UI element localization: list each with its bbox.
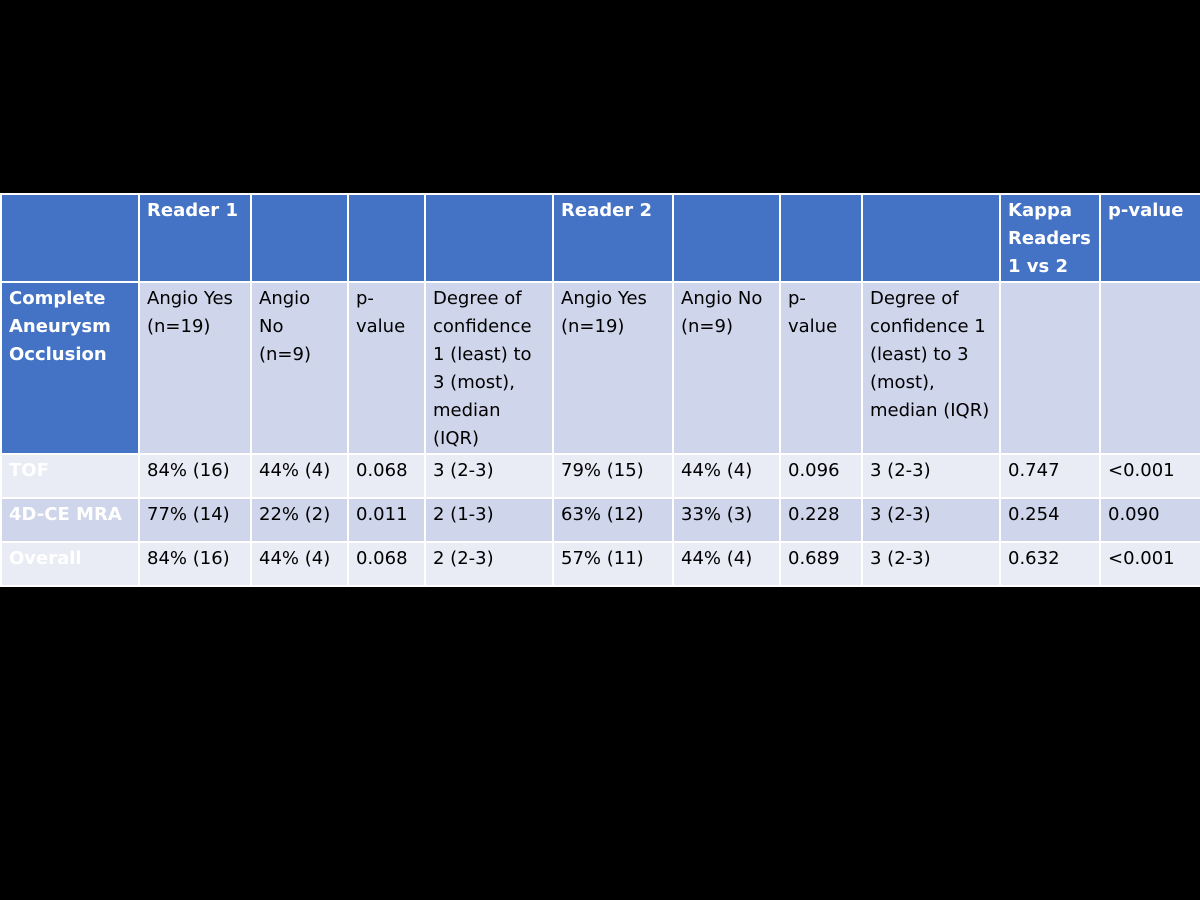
header-cell [672, 193, 781, 283]
subheader-cell: Angio Yes (n=19) [552, 281, 674, 455]
table-cell: 3 (2-3) [861, 453, 1001, 499]
header-cell [424, 193, 554, 283]
table-row-4d-ce-mra: 4D-CE MRA 77% (14) 22% (2) 0.011 2 (1-3)… [0, 497, 1200, 543]
table-cell: 0.632 [999, 541, 1101, 587]
header-cell-reader-2: Reader 2 [552, 193, 674, 283]
table-cell: 0.254 [999, 497, 1101, 543]
table-cell: 0.689 [779, 541, 863, 587]
header-cell [347, 193, 426, 283]
subheader-cell: Degree of confidence 1 (least) to 3 (mos… [861, 281, 1001, 455]
subheader-cell: p-value [779, 281, 863, 455]
table-cell: 84% (16) [138, 541, 252, 587]
table-cell: 0.747 [999, 453, 1101, 499]
subheader-cell: Angio Yes (n=19) [138, 281, 252, 455]
table-cell: 0.096 [779, 453, 863, 499]
header-cell [779, 193, 863, 283]
table-cell: 2 (2-3) [424, 541, 554, 587]
table-cell: 0.228 [779, 497, 863, 543]
table-cell: 77% (14) [138, 497, 252, 543]
subheader-cell [999, 281, 1101, 455]
row-label: TOF [0, 453, 140, 499]
subheader-cell: p-value [347, 281, 426, 455]
table-row-overall: Overall 84% (16) 44% (4) 0.068 2 (2-3) 5… [0, 541, 1200, 587]
table-cell: 0.011 [347, 497, 426, 543]
subheader-cell: Angio No (n=9) [250, 281, 349, 455]
header-cell [861, 193, 1001, 283]
row-label-complete-occlusion: Complete Aneurysm Occlusion [0, 281, 140, 455]
table-header-row: Reader 1 Reader 2 Kappa Readers 1 vs 2 p… [0, 193, 1200, 283]
header-cell [250, 193, 349, 283]
table-cell: 44% (4) [672, 453, 781, 499]
header-cell-p-value: p-value [1099, 193, 1200, 283]
table-cell: <0.001 [1099, 453, 1200, 499]
table-cell: 44% (4) [250, 541, 349, 587]
subheader-cell: Angio No (n=9) [672, 281, 781, 455]
row-label: 4D-CE MRA [0, 497, 140, 543]
table-cell: 0.090 [1099, 497, 1200, 543]
table-cell: 44% (4) [672, 541, 781, 587]
table-cell: 3 (2-3) [861, 541, 1001, 587]
subheader-cell: Degree of confidence 1 (least) to 3 (mos… [424, 281, 554, 455]
table-cell: 0.068 [347, 453, 426, 499]
table-cell: 22% (2) [250, 497, 349, 543]
table-cell: 57% (11) [552, 541, 674, 587]
table-cell: 44% (4) [250, 453, 349, 499]
table-row-tof: TOF 84% (16) 44% (4) 0.068 3 (2-3) 79% (… [0, 453, 1200, 499]
header-cell-kappa: Kappa Readers 1 vs 2 [999, 193, 1101, 283]
table-cell: 2 (1-3) [424, 497, 554, 543]
subheader-cell [1099, 281, 1200, 455]
table-cell: 84% (16) [138, 453, 252, 499]
table-cell: 63% (12) [552, 497, 674, 543]
table-cell: 0.068 [347, 541, 426, 587]
header-cell-reader-1: Reader 1 [138, 193, 252, 283]
header-cell-corner [0, 193, 140, 283]
table-cell: 3 (2-3) [861, 497, 1001, 543]
row-label: Overall [0, 541, 140, 587]
table-cell: 79% (15) [552, 453, 674, 499]
table-cell: 3 (2-3) [424, 453, 554, 499]
results-table: Reader 1 Reader 2 Kappa Readers 1 vs 2 p… [0, 193, 1200, 587]
table-cell: 33% (3) [672, 497, 781, 543]
table-subheader-row: Complete Aneurysm Occlusion Angio Yes (n… [0, 281, 1200, 455]
table-cell: <0.001 [1099, 541, 1200, 587]
